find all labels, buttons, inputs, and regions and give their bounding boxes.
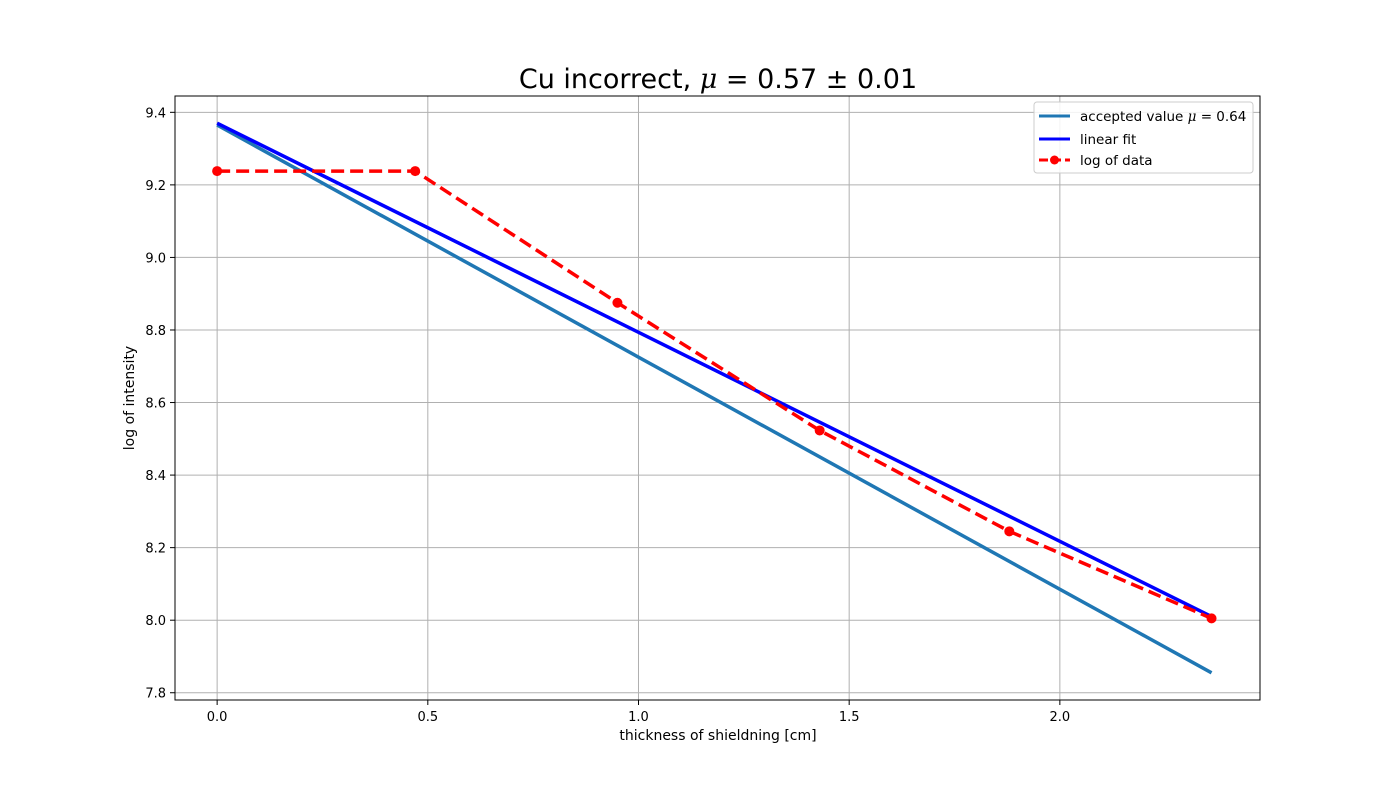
legend-marker-log-data — [1050, 155, 1059, 165]
y-tick-label: 8.6 — [145, 397, 166, 412]
series-log-of-data-line — [217, 169, 1213, 620]
legend-box — [1033, 101, 1254, 174]
series-layer — [212, 121, 1217, 675]
chart-title-prefix: Cu incorrect, — [519, 64, 700, 95]
chart-title-symbol: μ — [700, 64, 718, 95]
y-tick-label: 8.8 — [145, 324, 166, 339]
x-ticks: 0.0 0.5 1.0 1.5 2.0 — [207, 700, 1070, 725]
y-tick-label: 7.8 — [145, 687, 166, 702]
data-point — [1206, 613, 1217, 624]
y-tick-label: 8.0 — [145, 614, 166, 629]
x-axis-label: thickness of shieldning [cm] — [619, 728, 816, 744]
x-tick-label: 1.0 — [628, 710, 649, 725]
data-point — [410, 166, 421, 177]
legend-label-accepted-name: accepted value — [1080, 109, 1183, 125]
data-point — [814, 425, 825, 436]
legend-label-accepted-symbol: μ — [1188, 109, 1197, 125]
y-ticks: 7.8 8.0 8.2 8.4 8.6 8.8 9.0 9.2 9.4 — [145, 106, 175, 702]
legend-label-accepted: accepted value μ = 0.64 — [1080, 109, 1246, 125]
x-tick-label: 1.5 — [839, 710, 860, 725]
y-tick-label: 9.2 — [145, 179, 166, 194]
y-tick-label: 9.0 — [145, 251, 166, 266]
y-tick-label: 8.4 — [145, 469, 166, 484]
y-tick-label: 9.4 — [145, 106, 166, 121]
legend-label-accepted-expr: = 0.64 — [1196, 109, 1246, 125]
y-tick-label: 8.2 — [145, 542, 166, 557]
chart-title: Cu incorrect, μ = 0.57 ± 0.01 — [519, 64, 917, 95]
x-tick-label: 2.0 — [1050, 710, 1071, 725]
data-point — [612, 297, 623, 308]
data-point — [212, 166, 223, 177]
series-accepted-value-line — [216, 123, 1213, 675]
legend-label-log-data: log of data — [1080, 153, 1153, 169]
axes-frame — [174, 95, 1261, 701]
chart-title-expr: = 0.57 ± 0.01 — [717, 64, 917, 95]
series-linear-fit-line — [216, 121, 1213, 619]
legend: accepted value μ = 0.64 linear fit log o… — [1033, 101, 1254, 174]
x-tick-label: 0.5 — [417, 710, 438, 725]
y-axis-label: log of intensity — [122, 346, 138, 450]
x-tick-label: 0.0 — [207, 710, 228, 725]
legend-label-linear-fit: linear fit — [1080, 132, 1136, 148]
data-point — [1004, 526, 1015, 537]
